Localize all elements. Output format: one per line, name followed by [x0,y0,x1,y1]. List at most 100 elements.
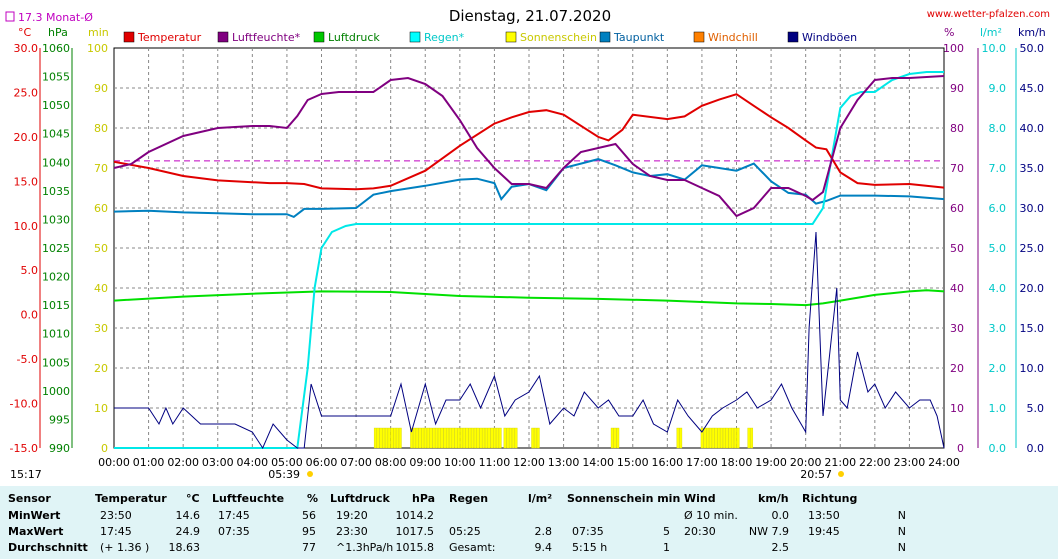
rain-tick-label: 9.0 [989,82,1007,95]
rain-tick-label: 2.0 [989,362,1007,375]
sunshine-bar [376,427,380,449]
sunshine-bar [511,427,515,449]
humidity-tick-label: 70 [950,162,964,175]
sunshine-bar [706,427,710,449]
temp-tick-label: 15.0 [14,175,39,188]
stats-cell-press-val: 1014.2 [395,509,435,522]
stats-cell-wind-val: 2.5 [771,541,790,554]
sunshine-bars [373,427,754,449]
rain-unit-label: l/m² [980,26,1002,39]
sunshine-bar [679,427,683,449]
x-tick-label: 01:00 [133,456,165,469]
x-tick-label: 04:00 [236,456,268,469]
sunshine-bar [379,427,383,449]
x-tick-label: 23:00 [894,456,926,469]
legend-label: Luftdruck [328,31,380,44]
x-tick-label: 19:00 [755,456,787,469]
x-tick-label: 12:00 [513,456,545,469]
sunshine-bar [382,427,386,449]
sunshine-bar [506,427,510,449]
moon-icon [42,475,50,479]
header-wind: Wind [684,492,716,505]
wind-tick-label: 20.0 [1020,282,1045,295]
wind-tick-label: 10.0 [1020,362,1045,375]
pressure-tick-label: 1020 [42,271,70,284]
sunshine-bar [722,427,726,449]
x-tick-label: 16:00 [651,456,683,469]
stats-cell-temp-val: 18.63 [168,541,201,554]
sunshine-bar [396,427,399,449]
sunshine-bar [616,427,620,449]
sunshine-bar [393,427,397,449]
source-link[interactable]: www.wetter-pfalzen.com [927,9,1050,20]
sunshine-bar [473,427,477,449]
x-tick-label: 18:00 [721,456,753,469]
stats-cell-temp-time: 17:45 [100,525,132,538]
stats-cell-press-time: 19:20 [336,509,368,522]
x-tick-label: 14:00 [582,456,614,469]
sunshine-bar [390,427,394,449]
sunshine-bar [446,427,450,449]
month-avg-icon [5,11,15,22]
legend-label: Sonnenschein [520,31,597,44]
sunrise-icon [307,471,313,477]
minutes-unit-label: min [88,26,109,39]
legend-label: Windchill [708,31,758,44]
temp-tick-label: 10.0 [14,220,39,233]
stats-cell-hum-val: 77 [302,541,316,554]
minutes-tick-label: 20 [94,362,108,375]
sunshine-bar [728,427,732,449]
sunshine-bar [725,427,729,449]
sunshine-bar [509,427,512,449]
sunshine-bar [496,427,499,449]
sunshine-bar [432,427,436,449]
sunshine-bar [462,427,466,449]
legend-label: Luftfeuchte* [232,31,301,44]
wind-tick-label: 0.0 [1027,442,1045,455]
stats-cell-sun-time: 07:35 [572,525,604,538]
sunshine-bar [421,427,425,449]
legend-swatch [505,31,517,43]
sunshine-bar [709,427,712,449]
sunshine-bar [703,427,707,449]
sunshine-bar [613,427,617,449]
stats-cell-rain-time: 05:25 [449,525,481,538]
x-tick-label: 17:00 [686,456,718,469]
humidity-tick-label: 10 [950,402,964,415]
stats-cell-label: MinWert [8,509,61,522]
minutes-tick-label: 0 [101,442,108,455]
sunshine-bar [534,427,537,449]
x-tick-label: 08:00 [375,456,407,469]
stats-cell-press-val: 1017.5 [395,525,435,538]
header-sun: Sonnenschein min [567,492,681,505]
temp-tick-label: 20.0 [14,131,39,144]
sunshine-bar [457,427,461,449]
stats-cell-temp-val: 24.9 [175,525,201,538]
x-tick-label: 21:00 [824,456,856,469]
sunshine-bar [385,427,388,449]
pressure-tick-label: 1055 [42,71,70,84]
sunshine-bar [418,427,422,449]
sunshine-bar [426,427,430,449]
header-dir: Richtung [802,492,858,505]
pressure-tick-label: 1015 [42,299,70,312]
grid [114,48,944,448]
header-rain-unit: l/m² [528,492,553,505]
wind-unit-label: km/h [1018,26,1046,39]
pressure-tick-label: 990 [49,442,70,455]
sunshine-bar [415,427,419,449]
axis-ticks: 30.0 25.0 20.0 15.0 10.0 5.0 0.0 -5.0 -10.0 -15.0… [10,42,1044,455]
x-tick-label: 00:00 [98,456,130,469]
pressure-tick-label: 1060 [42,42,70,55]
header-press: Luftdruck [330,492,390,505]
stats-cell-rain-val: 9.4 [534,541,553,554]
pressure-tick-label: 1005 [42,356,70,369]
stats-table: Sensor Temperatur °C Luftfeuchte % Luftd… [0,486,1058,559]
legend-swatch [599,31,611,43]
minutes-tick-label: 60 [94,202,108,215]
legend-label: Windböen [802,31,857,44]
wind-tick-label: 45.0 [1020,82,1045,95]
minutes-tick-label: 10 [94,402,108,415]
wind-tick-label: 40.0 [1020,122,1045,135]
stats-cell-temp-val: 14.6 [175,509,201,522]
